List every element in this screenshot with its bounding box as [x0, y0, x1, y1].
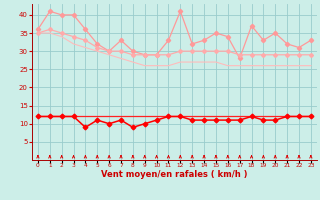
X-axis label: Vent moyen/en rafales ( km/h ): Vent moyen/en rafales ( km/h )	[101, 170, 248, 179]
